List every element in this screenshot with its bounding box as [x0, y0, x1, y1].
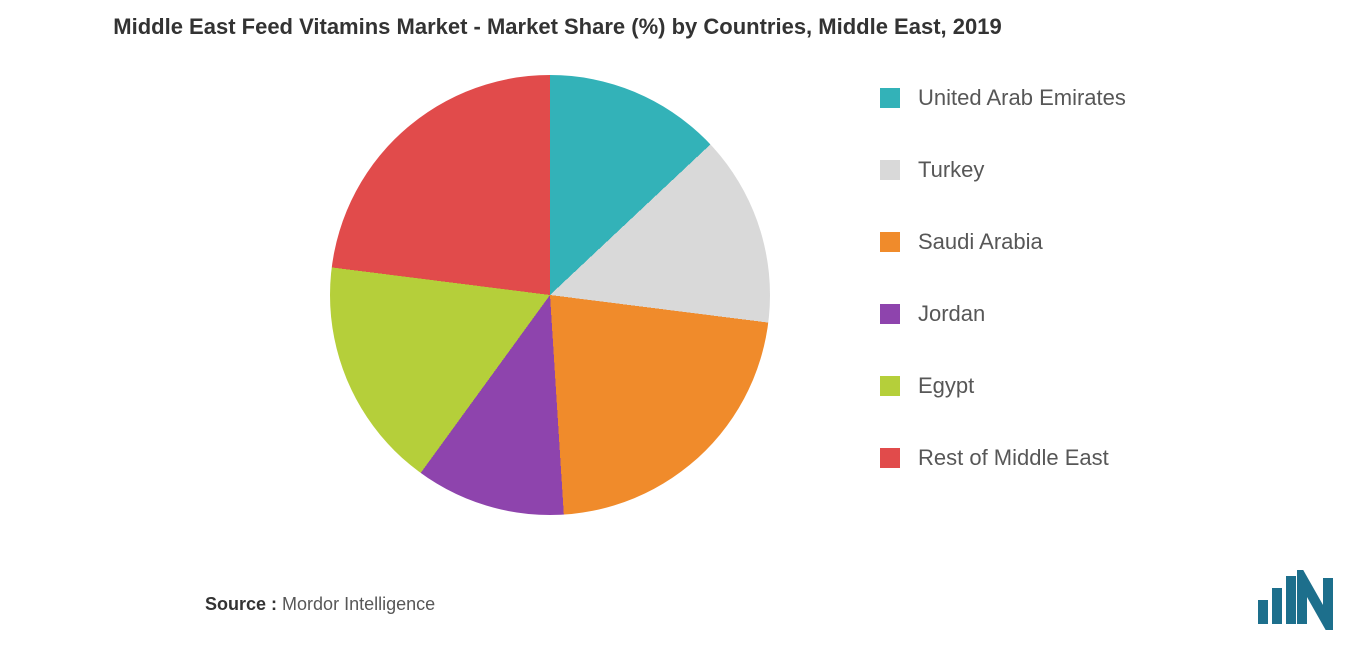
legend-swatch [880, 376, 900, 396]
legend-swatch [880, 160, 900, 180]
legend-item: Jordan [880, 301, 1260, 327]
chart-frame: Middle East Feed Vitamins Market - Marke… [0, 0, 1366, 655]
legend-swatch [880, 448, 900, 468]
legend-item: United Arab Emirates [880, 85, 1260, 111]
legend-item: Turkey [880, 157, 1260, 183]
legend-item: Saudi Arabia [880, 229, 1260, 255]
chart-title: Middle East Feed Vitamins Market - Marke… [0, 14, 1115, 40]
legend-swatch [880, 88, 900, 108]
legend-swatch [880, 232, 900, 252]
source-text: Mordor Intelligence [282, 594, 435, 614]
legend-swatch [880, 304, 900, 324]
source-line: Source : Mordor Intelligence [205, 594, 435, 615]
legend: United Arab Emirates Turkey Saudi Arabia Jo… [880, 85, 1260, 517]
legend-label: United Arab Emirates [918, 85, 1126, 111]
legend-item: Egypt [880, 373, 1260, 399]
source-label: Source : [205, 594, 277, 614]
brand-logo-icon [1256, 570, 1336, 630]
legend-label: Jordan [918, 301, 985, 327]
pie-surface [330, 75, 770, 515]
legend-label: Rest of Middle East [918, 445, 1109, 471]
legend-label: Egypt [918, 373, 974, 399]
legend-label: Saudi Arabia [918, 229, 1043, 255]
legend-label: Turkey [918, 157, 984, 183]
pie-chart [330, 75, 770, 515]
legend-item: Rest of Middle East [880, 445, 1260, 471]
